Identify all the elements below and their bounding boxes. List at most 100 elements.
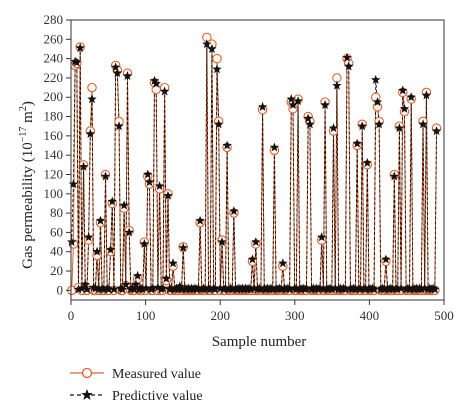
y-tick-label: 140 <box>44 147 64 162</box>
predicted-point <box>369 284 379 294</box>
measured-point <box>212 53 222 64</box>
predicted-point <box>291 284 302 294</box>
predicted-point <box>110 62 121 72</box>
measured-point <box>151 84 161 95</box>
predicted-point <box>267 284 278 294</box>
y-tick-label: 40 <box>50 244 63 259</box>
predicted-point <box>318 284 329 294</box>
predicted-point <box>200 284 210 294</box>
y-tick-label: 60 <box>50 224 63 239</box>
predicted-point <box>78 161 89 171</box>
predicted-point <box>161 273 172 283</box>
predicted-point <box>66 237 77 247</box>
predicted-point <box>301 283 312 293</box>
predicted-point <box>327 284 337 294</box>
x-axis-ticks: 0 100 200 300 400 500 <box>68 300 454 323</box>
y-tick-label: 220 <box>44 70 64 85</box>
predicted-point <box>227 284 237 294</box>
y-tick-label: 240 <box>44 51 64 66</box>
predicted-point <box>159 86 170 96</box>
predicted-point <box>105 244 116 254</box>
predicted-point <box>213 119 224 129</box>
predicted-point <box>109 284 119 294</box>
predicted-point <box>418 119 428 129</box>
predicted-point <box>404 284 415 294</box>
x-axis-title: Sample number <box>212 334 307 350</box>
predicted-point <box>82 284 92 294</box>
y-tick-label: 100 <box>44 186 64 201</box>
predicted-point <box>416 284 427 294</box>
predicted-point <box>293 96 303 106</box>
predicted-point <box>398 85 408 95</box>
predicted-point <box>372 97 383 107</box>
predicted-point <box>394 123 405 133</box>
predicted-point <box>154 181 165 191</box>
predicted-point <box>212 64 222 74</box>
x-tick-label: 200 <box>210 308 230 323</box>
legend-star-shape <box>81 389 93 400</box>
predicted-point <box>352 138 362 148</box>
x-tick-label: 100 <box>136 308 156 323</box>
y-tick-label: 120 <box>44 166 64 181</box>
measured-point <box>87 82 97 93</box>
predicted-point <box>343 61 354 71</box>
predicted-point <box>83 232 94 242</box>
predicted-point <box>117 284 128 294</box>
y-axis-title-close: ) <box>20 101 36 106</box>
predicted-point <box>396 283 406 293</box>
predicted-point <box>328 123 339 133</box>
legend-label-measured: Measured value <box>112 367 201 382</box>
predicted-point <box>77 283 87 293</box>
predicted-point <box>95 215 106 225</box>
predicted-point <box>148 283 158 293</box>
predicted-point <box>286 94 297 104</box>
y-tick-label: 260 <box>44 31 64 46</box>
predicted-point <box>132 270 143 280</box>
predicted-point <box>72 57 82 67</box>
predicted-point <box>430 284 440 294</box>
legend-item-measured: Measured value <box>70 367 201 382</box>
predicted-point <box>246 284 256 294</box>
predicted-point <box>392 284 403 294</box>
y-tick-label: 80 <box>50 205 63 220</box>
predicted-point <box>75 43 85 53</box>
predicted-point <box>137 284 148 294</box>
predicted-point <box>100 171 111 181</box>
predicted-point <box>112 68 123 78</box>
predicted-point <box>73 284 84 294</box>
predicted-point <box>399 103 410 113</box>
predicted-point <box>122 71 133 81</box>
predicted-point <box>121 279 131 289</box>
predicted-point <box>210 284 221 294</box>
predicted-point <box>350 284 361 294</box>
y-tick-label: 180 <box>44 109 64 124</box>
predicted-point <box>131 279 141 289</box>
predicted-point <box>158 283 168 293</box>
predicted-point <box>178 242 188 252</box>
predicted-point <box>114 121 124 131</box>
predicted-point <box>153 282 163 292</box>
plot-frame <box>70 19 445 301</box>
predicted-point <box>342 52 352 62</box>
predicted-point <box>381 254 391 264</box>
predicted-point <box>340 284 351 294</box>
predicted-point <box>151 78 161 88</box>
predicted-point <box>104 284 114 294</box>
y-tick-label: 0 <box>57 282 64 297</box>
predicted-point <box>87 94 97 104</box>
legend-label-predictive: Predictive value <box>112 389 203 404</box>
y-axis-title-main: Gas permeability (10 <box>20 142 36 269</box>
predicted-point <box>303 113 313 123</box>
measured-point <box>370 92 381 102</box>
predicted-point <box>431 126 442 136</box>
predicted-point <box>360 284 371 294</box>
predicted-point <box>362 157 373 167</box>
predicted-point <box>305 119 315 129</box>
predicted-point <box>229 206 239 216</box>
y-axis-title: Gas permeability (10−17 m2) <box>18 101 36 269</box>
predicted-point <box>142 169 153 179</box>
predicted-point <box>99 284 109 294</box>
predicted-point <box>139 239 150 249</box>
y-axis-title-unit-exponent: 2 <box>18 106 29 111</box>
